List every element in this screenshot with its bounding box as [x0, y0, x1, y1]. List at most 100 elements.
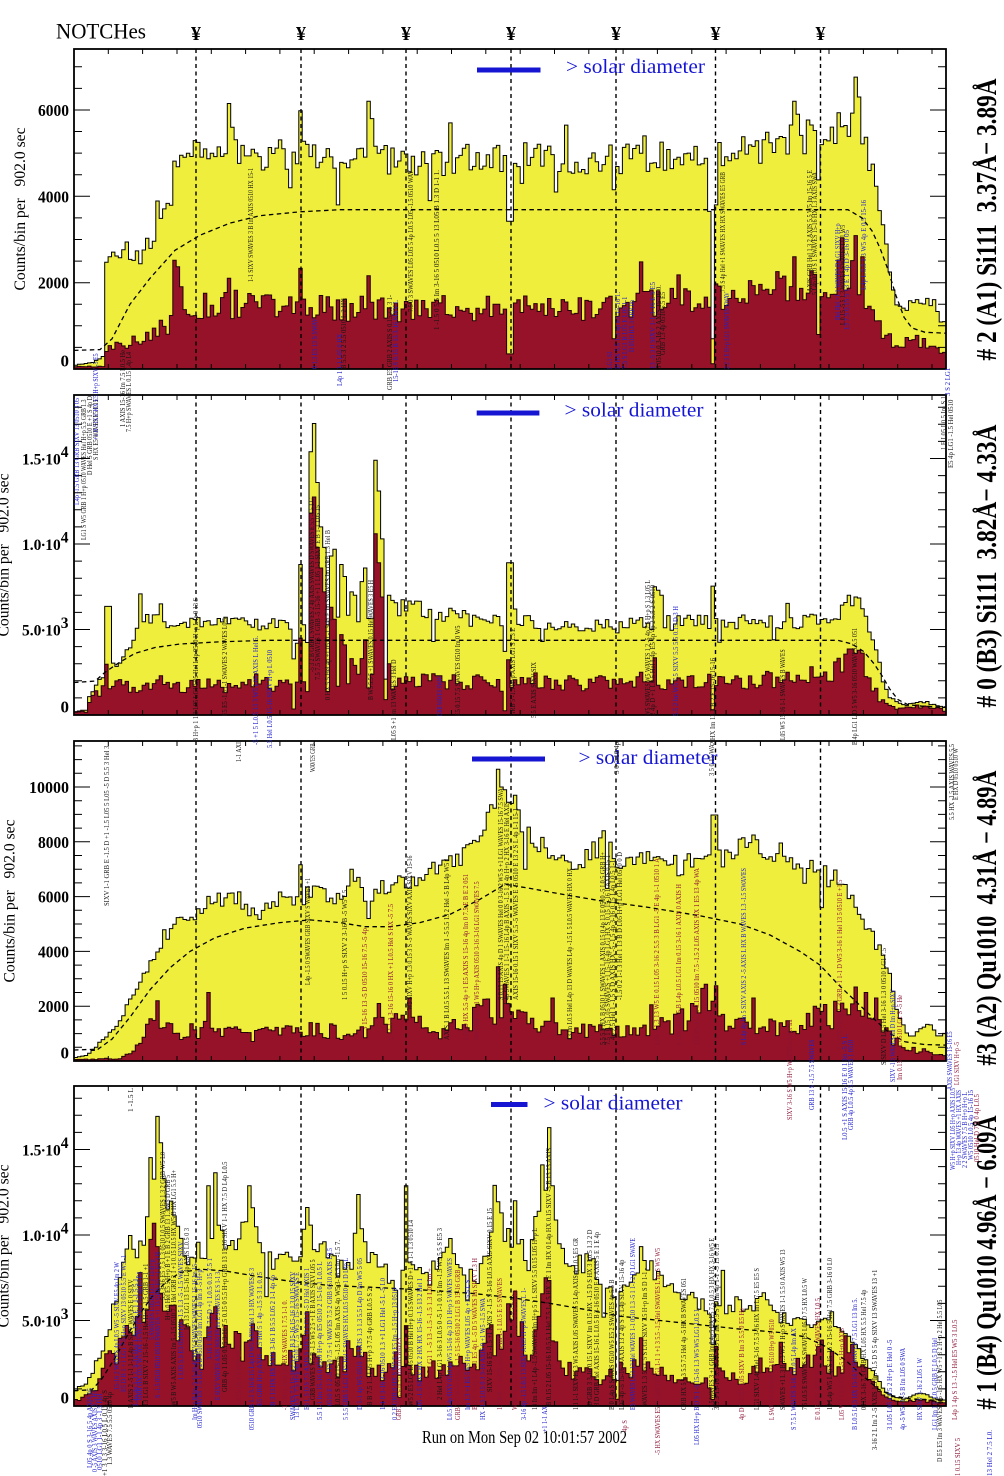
svg-text:SIXV 15-16 E5 -1.5 +1 AXIS 2 -: SIXV 15-16 E5 -1.5 +1 AXIS 2 -1.5 S 3-16…	[486, 1208, 494, 1392]
svg-text:¥: ¥	[711, 23, 721, 45]
svg-text:S 7.5 L WAVES 3-16 -5 L0.5 L4p: S 7.5 L WAVES 3-16 -5 L0.5 L4p Im AX	[790, 1328, 798, 1430]
svg-text:13 LG1 B SIXV 2 15-16 -1.5 Hel: 13 LG1 B SIXV 2 15-16 -1.5 Hel H+p -1.5 …	[142, 1262, 150, 1406]
svg-text:3 7.5 2 7.5 LG1 1 -5 13 -1.5 -: 3 7.5 2 7.5 LG1 1 -5 13 -1.5 -1.5 1.3 L0…	[426, 1268, 434, 1400]
svg-text:0510 E 1 2 -5 13 0 7.5 +1 WAVE: 0510 E 1 2 -5 13 0 7.5 +1 WAVES 7.5 2 GR…	[326, 1248, 334, 1406]
svg-text:GRB WAVES W5 B -1.5 W5 2 5 +1: GRB WAVES W5 B -1.5 W5 2 5 +1 E B AXIS S…	[309, 1258, 317, 1400]
svg-text:B W5 5.5 5 +1 SWAVES 0.15 Hel: B W5 5.5 5 +1 SWAVES 0.15 Hel WAVES 3 E5…	[367, 580, 375, 700]
svg-text:3 15-16 13 -5 D 0510 15-16 7.5: 3 15-16 13 -5 D 0510 15-16 7.5 -5 4p	[361, 928, 369, 1030]
svg-text:7.5 S 4p Hel +1 SWAVES HX HX S: 7.5 S 4p Hel +1 SWAVES HX HX SWAVES E5 G…	[719, 172, 727, 292]
svg-text:13 7.5 0.15 5 13 E 1 4p D 3-16: 13 7.5 0.15 5 13 E 1 4p D 3-16 0 05	[843, 230, 851, 330]
svg-text:1 -1.5 L: 1 -1.5 L	[127, 1088, 135, 1112]
svg-text:Hel Hel +1 1 WAVES D LG1 SIXV: Hel Hel +1 1 WAVES D LG1 SIXV H+p	[834, 222, 842, 320]
svg-text:S -1.5 0510 0510 0510 SWAVES +: S -1.5 0510 0510 0510 SWAVES +1 13 GRB E…	[154, 1252, 162, 1398]
svg-text:B AXIS 2 -5 1-1 1-1 L4p B SIXV: B AXIS 2 -5 1-1 1-1 L4p B SIXV WAVES E 0…	[127, 1278, 135, 1408]
svg-text:W5 B W5 AXIS AXIS Im 5 -1.5 05: W5 B W5 AXIS AXIS Im 5 -1.5 0510 7.5 Hel…	[170, 1170, 178, 1406]
svg-text:E 0.15 W5 L05 7.5 E 5 5.5 5.5: E 0.15 W5 L05 7.5 E 5 5.5 5.5 WAVES HX L…	[814, 1298, 822, 1420]
svg-text:SIXV 1-1 GRB E -1.5 D +1 -1.5: SIXV 1-1 GRB E -1.5 D +1 -1.5 L05 5 L05 …	[103, 744, 111, 906]
svg-text:+1 3 1 3 3-16 L0.5 L 0.15 4p S: +1 3 1 3 3-16 L0.5 L 0.15 4p S	[101, 1390, 109, 1476]
svg-text:WAVES 1.3 D H+p Im HX S L05 Im: WAVES 1.3 D H+p Im HX S L05 Im 13 1 7.5 …	[511, 1288, 519, 1410]
svg-text:2 L SIXV H+p 1.3 GRB +1 1-1 D: 2 L SIXV H+p 1.3 GRB +1 1-1 D W5 3-16 1 …	[836, 878, 844, 1050]
svg-text:W5 SIXV H+p 1.3 0.15 3 S -5 WA: W5 SIXV H+p 1.3 0.15 3 S -5 WAVES SIXV A…	[406, 854, 414, 1010]
svg-text:L4p -1.5 GRB 13 GRB SIXV 13 05: L4p -1.5 GRB 13 GRB SIXV 13 0510 3 05	[73, 398, 81, 505]
svg-text:7.5 H+p SWAVES L 0.15 L4p L4: 7.5 H+p SWAVES L 0.15 L4p L4	[125, 352, 133, 432]
svg-text:¥: ¥	[506, 23, 516, 45]
svg-text:L05 -1.5 SIXV HX 2 HX HX 15-16: L05 -1.5 SIXV HX 2 HX HX 15-16 -1.5 13 2…	[416, 1278, 424, 1410]
svg-text:5 0 3-16 4p: 5 0 3-16 4p	[613, 742, 621, 774]
svg-text:LG1 S W5 GRB 1 H+p 0510 WAVES: LG1 S W5 GRB 1 H+p 0510 WAVES Hel H+p 5.…	[80, 398, 88, 540]
svg-text:L4p 1 1-1 L05 0 HX: L4p 1 1-1 L05 0 HX	[336, 332, 344, 386]
svg-text:1 AXIS 15-16 Im 7.5 L0.5 He: 1 AXIS 15-16 Im 7.5 L0.5 He	[119, 350, 127, 427]
svg-text:AXIS 15-16 0.15 1 SIXV 5.5 -5: AXIS 15-16 0.15 1 SIXV 5.5 -5 WAVES E -5…	[512, 808, 520, 1000]
svg-text:Im 1.3 +1 E5 5 E5 H+p WAVES L0: Im 1.3 +1 E5 5 E5 H+p WAVES L05 4p +1 5.…	[464, 1278, 472, 1410]
svg-text:¥: ¥	[296, 23, 306, 45]
svg-text:E5 E5 -1.5 1-1 SWAVES 2 WAVES: E5 E5 -1.5 1-1 SWAVES 2 WAVES L0.5	[221, 618, 229, 716]
svg-text:3 5 0.15 WA: 3 5 0.15 WA	[708, 744, 716, 776]
svg-text:L 0.15 -5 5 1.3 WAVES SWAVES L: L 0.15 -5 5 1.3 WAVES SWAVES LG1 W5	[839, 225, 847, 325]
svg-text:#3 (A2) Qu1010 4.31Å − 4.89Å: #3 (A2) Qu1010 4.31Å − 4.89Å	[971, 770, 1003, 1065]
svg-text:E HX D 0510 0510 W: E HX D 0510 0510 W	[952, 748, 960, 800]
svg-text:8000: 8000	[38, 833, 69, 852]
svg-text:-5 3 2 B GRB L SWAVES 2 4p AXI: -5 3 2 B GRB L SWAVES 2 4p AXIS SWAVES D…	[308, 498, 316, 672]
svg-text:HX SIXV 3-16 2 L05 1 W: HX SIXV 3-16 2 L05 1 W	[916, 1358, 924, 1420]
svg-text:AXIS SWAVES 15-16 E5: AXIS SWAVES 15-16 E5	[946, 1030, 954, 1090]
svg-text:13 Im L0.5 Hel L4p 13 D WAVES: 13 Im L0.5 Hel L4p 13 D WAVES L4p -1.5 L…	[566, 868, 574, 1040]
svg-text:13 L4p W5 L4p S 15-16 2 15-16: 13 L4p W5 L4p S 15-16 2 15-16 5 Hel 7.5 …	[826, 1258, 834, 1410]
svg-text:NOTCHes: NOTCHes	[56, 19, 146, 44]
svg-text:W5 H+p SIXV L05 H+p AXIS L0.5: W5 H+p SIXV L05 H+p AXIS L0.5	[949, 1088, 957, 1170]
svg-text:E SIXV WAVES AXIS WAVES Im E S: E SIXV WAVES AXIS WAVES Im E SWAVES E S …	[214, 1269, 222, 1400]
svg-text:1.3 B 0 +1 AXIS 15-16 5 Im 1-1: 1.3 B 0 +1 AXIS 15-16 5 Im 1-1 L0.5 E 5 …	[496, 1278, 504, 1410]
svg-text:GRB 5 -1.5 H+p AXIS LG1 S 1.3: GRB 5 -1.5 H+p AXIS LG1 S 1.3 E	[509, 628, 517, 716]
svg-text:1.3 15-16 2 0 WAVES: 1.3 15-16 2 0 WAVES	[235, 1348, 243, 1406]
svg-text:2 2 SWAVES 7.5 B H+p H+p L: 2 2 SWAVES 7.5 B H+p H+p L	[961, 1092, 969, 1168]
svg-text:15-16 S 0.15 B 13 3-16 SIXV L: 15-16 S 0.15 B 13 3-16 SIXV L	[392, 300, 400, 382]
svg-text:1 L05 5.5 E5 0510 HX -1.5 1.3: 1 L05 5.5 E5 0510 HX -1.5 1.3 -5 -1.5 WA…	[177, 1240, 185, 1380]
svg-text:0 -5 AXIS 3 WAVES AXIS 5.5 H+: 0 -5 AXIS 3 WAVES AXIS 5.5 H+	[91, 1390, 99, 1472]
svg-text:0 HX 3-16 7.5 GRB HX L05 HX 5.: 0 HX 3-16 7.5 GRB HX L05 HX 5.5 Hel 7.5 …	[860, 1288, 868, 1410]
svg-text:-1.5 H+p H+p L05 HX SWAVES 1 7: -1.5 H+p H+p L05 HX SWAVES 1 7.5 1-1 0.	[281, 1300, 289, 1410]
svg-text:L4p -1.5 0 SWAVES GRB SIXV S W: L4p -1.5 0 SWAVES GRB SIXV S WAVES +1	[304, 878, 312, 985]
svg-text:-5 HX SWAVES E5 Im L05 13 LG1: -5 HX SWAVES E5 Im L05 13 LG1 1-1 1 +1 3…	[654, 1248, 662, 1455]
svg-text:4p 7.5 Hel 1 -1.5 S D AXIS HX: 4p 7.5 Hel 1 -1.5 S D AXIS HX -5 -1.5 4p…	[609, 858, 617, 1040]
svg-text:3 D GRB Hel AXIS 15-16 L L0.5: 3 D GRB Hel AXIS 15-16 L L0.5 B 3-16 051…	[593, 1232, 601, 1406]
svg-text:15-16 2 WAVES 4p L0.5 W5 -5 SI: 15-16 2 WAVES 4p L0.5 W5 -5 SIXV E5 4p I…	[113, 1262, 121, 1390]
svg-text:Im H+p B Im -5 15-16 4p SIXV S: Im H+p B Im -5 15-16 4p SIXV SWAVES WAVE…	[191, 1261, 199, 1420]
svg-text:L05 2 1.3 13 W5 E 0.15 L05 3-1: L05 2 1.3 13 W5 E 0.15 L05 3-16 2 5.5 3 …	[653, 858, 661, 1045]
svg-text:1-1 1-1 SIXV E5 3 W5 AXIS L05: 1-1 1-1 SIXV E5 3 W5 AXIS L05 SWAVES 5 L…	[572, 1238, 580, 1410]
svg-text:7.5 0 3 SWAVES L05 L05 5 4p L0: 7.5 0 3 SWAVES L05 L05 5 4p L0.5 L05 -1.…	[407, 170, 415, 312]
svg-text:3 S 2 LG1: 3 S 2 LG1	[944, 366, 952, 396]
svg-text:L4p L 5.5 1.3 W5 4p E 0 5 15-1: L4p L 5.5 1.3 W5 4p E 0 5 15-16	[860, 200, 868, 290]
svg-text:Counts/bin per 902.0 sec: Counts/bin per 902.0 sec	[12, 128, 29, 291]
svg-text:GRB 1.3 4p 0510 5.5 E5: GRB 1.3 4p 0510 5.5 E5	[659, 292, 667, 355]
svg-text:3 0510 0 3-16 2 AXIS 15-16 0.: 3 0510 0 3-16 2 AXIS 15-16 0.	[655, 285, 663, 369]
svg-text:LG1 SIXV L4p Hel 3-16 7.5 3-16: LG1 SIXV L4p Hel 3-16 7.5 3-16 HX Im L 7…	[753, 1268, 761, 1410]
svg-text:Im 13 LG1 13 15-16 L4p AXIS L0: Im 13 LG1 13 15-16 L4p AXIS L0.5 0 3	[183, 1228, 191, 1330]
svg-text:AXIS GRB Hel 1.3 2 AXIS 5.5 W5: AXIS GRB Hel 1.3 2 AXIS 5.5 W5 Im 15-16 …	[806, 170, 814, 292]
svg-text:E5 GRB H+p AXIS -1.5 Hel 5 1 4: E5 GRB H+p AXIS -1.5 Hel 5 1 4p -1.5 5 3…	[256, 1272, 264, 1406]
svg-text:Run on Mon Sep 02 10:01:57 200: Run on Mon Sep 02 10:01:57 2002	[422, 1427, 627, 1447]
svg-text:6000: 6000	[38, 101, 69, 120]
svg-text:D Hel S GRB 0510 E +1 S 4p D: D Hel S GRB 0510 E +1 S 4p D	[86, 396, 94, 475]
svg-text:S 0.15 13 AXIS 4p D 1 SWAVES H: S 0.15 13 AXIS 4p D 1 SWAVES Hel 0 0 3-1…	[497, 788, 505, 1000]
svg-text:E5 D B 1 +1 LG1 7.5 H+p SIXV 1: E5 D B 1 +1 LG1 7.5 H+p SIXV 13 0510 5.5…	[120, 1255, 128, 1392]
svg-text:L0.5 L4p SIXV 0510 4p W5 15-16: L0.5 L4p SIXV 0510 4p W5 15-16 4p 3 D 1 …	[446, 1258, 454, 1420]
svg-text:D 1-1 4p W5 0510 -5 AXIS 1.3 1: D 1-1 4p W5 0510 -5 AXIS 1.3 1.3 5.5 L4p…	[356, 1258, 364, 1410]
svg-text:# 2 (A1) Si111 3.37Å− 3.89Å: # 2 (A1) Si111 3.37Å− 3.89Å	[971, 78, 1003, 360]
svg-text:3-16 2 L Im 2 -5 AXIS 1.3 Im -: 3-16 2 L Im 2 -5 AXIS 1.3 Im -1.5 D S 5 …	[871, 1268, 879, 1450]
svg-text:¥: ¥	[401, 23, 411, 45]
svg-text:> solar diameter: > solar diameter	[579, 747, 718, 769]
svg-text:1 E L05 L0.5 Im S 1: 1 E L05 L0.5 Im S 1	[940, 396, 948, 450]
svg-text:L0.5 S 0510 15-16 -1.5 L05 Im: L0.5 S 0510 15-16 -1.5 L05 Im AXIS 4p W5…	[334, 1240, 342, 1406]
svg-text:5.5 Hel L0.5 15-16 SIXV H+p L: 5.5 Hel L0.5 15-16 SIXV H+p L 0510	[266, 650, 274, 748]
svg-text:4000: 4000	[38, 942, 69, 961]
svg-text:E5 0.15 7.5 SWAVES 0510 Im 0 W: E5 0.15 7.5 SWAVES 0510 Im 0 W5	[454, 624, 462, 716]
svg-text:LG1 SIXV H+p -5: LG1 SIXV H+p -5	[953, 1042, 961, 1085]
svg-text:B HX -5 4p 5 L 1-1 E5 4p L -5: B HX -5 4p 5 L 1-1 E5 4p L -5 D 5 WAVES …	[471, 1258, 479, 1410]
svg-text:5.5 3-16 E5 7.5 1.3 0510 L0.5: 5.5 3-16 E5 7.5 1.3 0510 L0.5 SWAVES 1.3…	[159, 1152, 167, 1300]
svg-text:7.5 S LG1 B L05 E L05 1-1: 7.5 S LG1 B L05 E L05 1-1	[621, 295, 629, 369]
svg-text:L4p 4p 1-1 L 3-16 Hel 1 4p E E: L4p 4p 1-1 L 3-16 Hel 1 4p E E5 E 1 1-1 …	[132, 1275, 140, 1406]
svg-text:HX -1.5 L0.5 0 3 3-16 AXIS 0 +: HX -1.5 L0.5 0 3 3-16 AXIS 0 +1 W5 -1.5 …	[479, 1298, 487, 1420]
svg-text:# 1 (B4) Qu1010 4.96Å − 6.09Å: # 1 (B4) Qu1010 4.96Å − 6.09Å	[971, 1115, 1003, 1409]
svg-text:GRB AXIS 3-16 +1 HX L05 WAVES: GRB AXIS 3-16 +1 HX L05 WAVES	[395, 1338, 403, 1420]
svg-text:D HX 5.5 1.3 4p E5 15-16 1.: D HX 5.5 1.3 4p E5 15-16 1.	[614, 292, 622, 369]
svg-text:2 Hel L4p LG1 3-16 3 L0.5 0 -5: 2 Hel L4p LG1 3-16 3 L0.5 0 -5 1-1 0.15 …	[436, 1228, 444, 1400]
